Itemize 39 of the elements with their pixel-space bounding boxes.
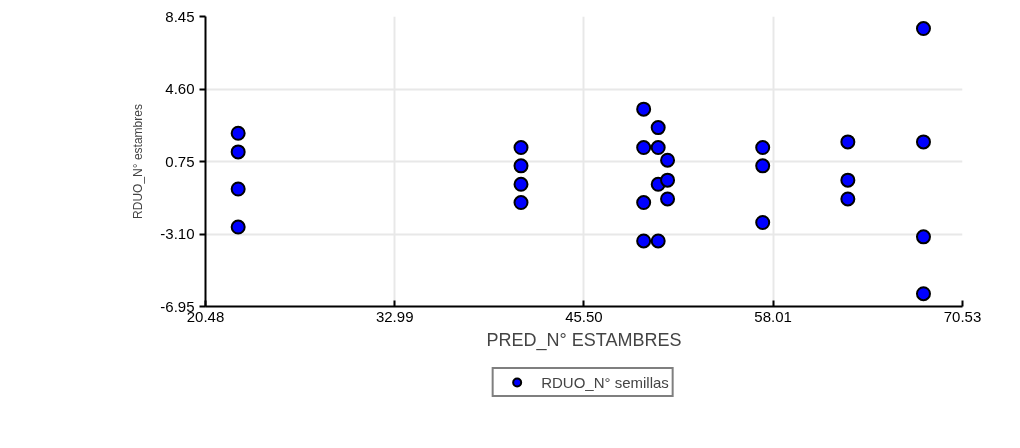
y-tick-label: 8.45 (165, 7, 195, 25)
point (513, 140, 529, 156)
point (650, 120, 666, 136)
point (755, 215, 771, 230)
point (650, 233, 666, 249)
point (230, 181, 246, 197)
point (840, 134, 856, 150)
point (636, 140, 652, 156)
point (636, 233, 652, 249)
y-tick-label: 0.75 (165, 152, 195, 170)
point (840, 172, 856, 188)
y-tick-label: -3.10 (160, 225, 195, 242)
point (636, 101, 652, 117)
point (755, 158, 771, 174)
point (755, 140, 771, 156)
point (650, 140, 666, 156)
point (230, 144, 246, 160)
point (660, 172, 676, 188)
point (636, 195, 652, 211)
point (915, 21, 931, 37)
x-axis-title: PRED_N° ESTAMBRES (486, 329, 682, 351)
x-tick-label: 32.99 (375, 307, 414, 325)
y-tick-label: 4.60 (165, 80, 195, 97)
point (230, 219, 246, 235)
point (915, 229, 931, 245)
point (840, 191, 856, 207)
point (513, 195, 529, 211)
x-tick-label: 58.01 (754, 307, 792, 325)
point (513, 158, 529, 174)
point (230, 125, 246, 141)
point (660, 191, 676, 207)
point (915, 286, 931, 302)
x-tick-label: 70.53 (943, 307, 982, 325)
point (915, 134, 931, 150)
point (513, 176, 529, 192)
legend-label: RDUO_N° semillas (541, 373, 669, 391)
y-axis-title: RDUO_N° estambres (131, 104, 146, 219)
x-tick-label: 45.50 (565, 307, 603, 325)
point (660, 152, 676, 168)
